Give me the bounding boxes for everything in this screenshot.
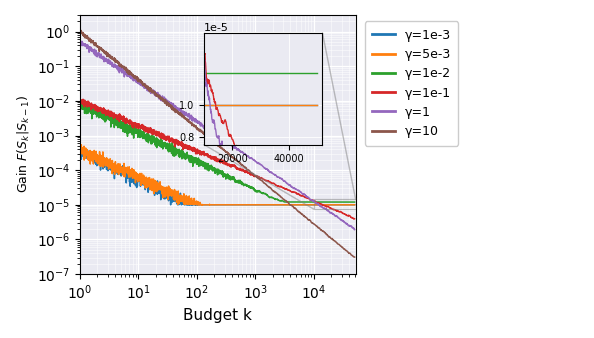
Legend: γ=1e-3, γ=5e-3, γ=1e-2, γ=1e-1, γ=1, γ=10: γ=1e-3, γ=5e-3, γ=1e-2, γ=1e-1, γ=1, γ=1…: [365, 21, 459, 145]
X-axis label: Budget k: Budget k: [183, 308, 252, 323]
Y-axis label: Gain $F(S_k|S_{k-1})$: Gain $F(S_k|S_{k-1})$: [15, 96, 31, 193]
Bar: [314, 199, 356, 209]
